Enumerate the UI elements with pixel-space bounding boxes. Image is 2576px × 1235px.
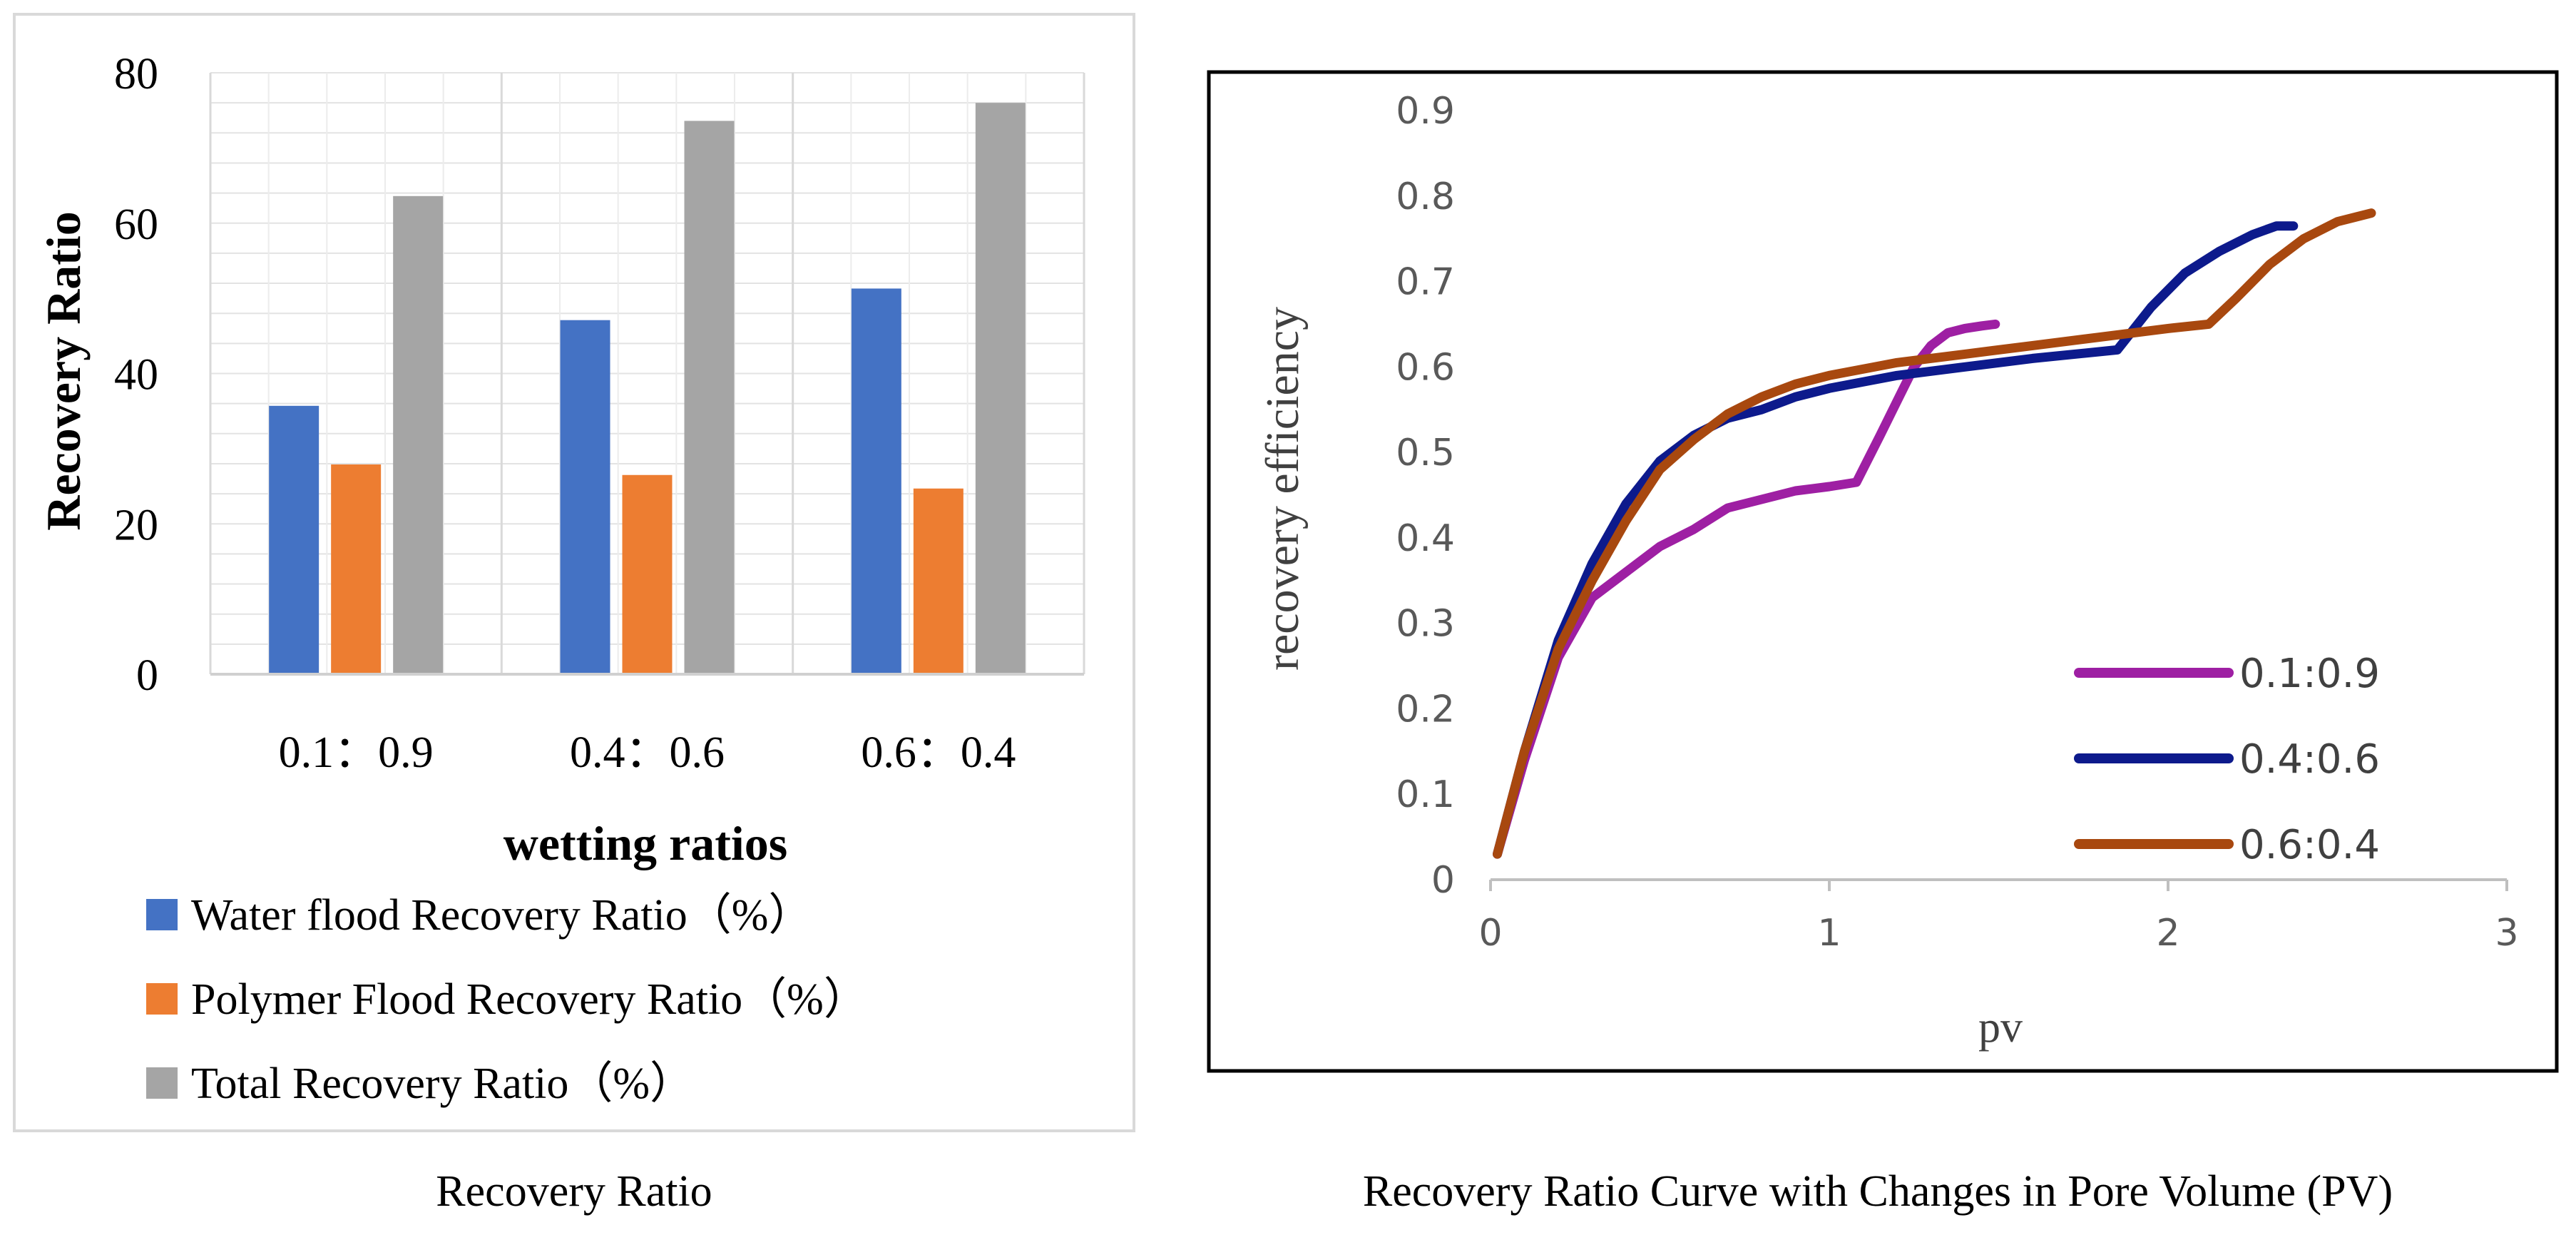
bar-y-tick-label: 20	[114, 501, 158, 549]
bar-legend-label: Polymer Flood Recovery Ratio（%）	[191, 975, 868, 1024]
bar-mark	[331, 464, 382, 674]
bar-y-tick-label: 0	[136, 651, 158, 700]
bar-x-tick-label: 0.1：0.9	[279, 728, 434, 777]
bar-x-tick-labels: 0.1：0.9 0.4：0.6 0.6：0.4	[279, 728, 1016, 777]
bar-x-axis-label: wetting ratios	[504, 816, 787, 870]
line-series-curve	[1493, 221, 2299, 859]
bar-mark	[393, 195, 444, 674]
bar-y-axis-label: Recovery Ratio	[36, 211, 91, 530]
bar-x-tick-label: 0.4：0.6	[570, 728, 725, 777]
bar-legend-label: Water flood Recovery Ratio（%）	[191, 891, 812, 940]
line-y-tick-label: 0.1	[1396, 773, 1455, 816]
bar-legend-swatch	[146, 1067, 178, 1099]
bar-legend-swatch	[146, 983, 178, 1015]
line-y-tick-label: 0.2	[1396, 688, 1455, 731]
bar-legend-swatch	[146, 899, 178, 930]
bar-mark	[622, 474, 673, 674]
line-series-curve	[1493, 319, 2000, 859]
bar-y-tick-labels: 0 20 40 60 80	[114, 50, 158, 700]
line-legend: 0.1:0.9 0.4:0.6 0.6:0.4	[2074, 651, 2380, 868]
bar-legend-label: Total Recovery Ratio（%）	[191, 1059, 694, 1108]
bar-mark	[975, 103, 1026, 674]
bar-chart-panel: 0 20 40 60 80 0.1：0.9 0.4：0.6 0.6：0.4 Recovery…	[13, 13, 1135, 1132]
bar-legend: Water flood Recovery Ratio（%） Polymer Flo…	[146, 891, 868, 1108]
line-x-axis-label: pv	[1978, 1003, 2023, 1052]
bar-mark	[560, 320, 610, 674]
bar-y-tick-label: 60	[114, 200, 158, 249]
bar-mark	[851, 288, 901, 674]
line-y-tick-label: 0	[1431, 859, 1455, 902]
bar-y-tick-label: 40	[114, 351, 158, 400]
line-legend-label: 0.4:0.6	[2239, 736, 2380, 783]
line-y-tick-label: 0.9	[1396, 90, 1455, 133]
line-x-tick-label: 1	[1817, 912, 1841, 955]
line-chart-caption: Recovery Ratio Curve with Changes in Por…	[1363, 1167, 2393, 1216]
bar-chart-caption: Recovery Ratio	[436, 1167, 712, 1216]
line-y-tick-label: 0.3	[1396, 603, 1455, 646]
line-x-tick-marks	[1489, 880, 2508, 891]
bar-mark	[684, 121, 735, 674]
line-y-tick-labels: 0 0.1 0.2 0.3 0.4 0.5 0.6 0.7 0.8 0.9	[1396, 90, 1455, 902]
line-chart-frame	[1207, 70, 2559, 1073]
line-y-tick-label: 0.8	[1396, 176, 1455, 218]
line-series-curve	[1493, 208, 2376, 859]
bar-marks	[269, 103, 1026, 674]
line-x-tick-label: 3	[2495, 912, 2518, 955]
line-y-tick-label: 0.5	[1396, 432, 1455, 474]
bar-y-tick-label: 80	[114, 50, 158, 98]
line-chart-panel: 0 0.1 0.2 0.3 0.4 0.5 0.6 0.7 0.8 0.9 0 1 2 3 recove…	[1207, 70, 2559, 1073]
line-x-tick-labels: 0 1 2 3	[1478, 912, 2518, 955]
line-y-tick-label: 0.7	[1396, 261, 1455, 304]
bar-mark	[269, 405, 320, 674]
line-x-tick-label: 2	[2156, 912, 2179, 955]
line-y-tick-label: 0.6	[1396, 346, 1455, 389]
bar-x-tick-label: 0.6：0.4	[861, 728, 1016, 777]
line-legend-label: 0.6:0.4	[2239, 822, 2380, 868]
line-series-group	[1493, 208, 2376, 859]
bar-mark	[913, 488, 964, 674]
line-x-tick-label: 0	[1478, 912, 1502, 955]
line-y-axis-label: recovery efficiency	[1257, 307, 1309, 671]
line-legend-label: 0.1:0.9	[2239, 651, 2380, 697]
line-y-tick-label: 0.4	[1396, 517, 1455, 560]
